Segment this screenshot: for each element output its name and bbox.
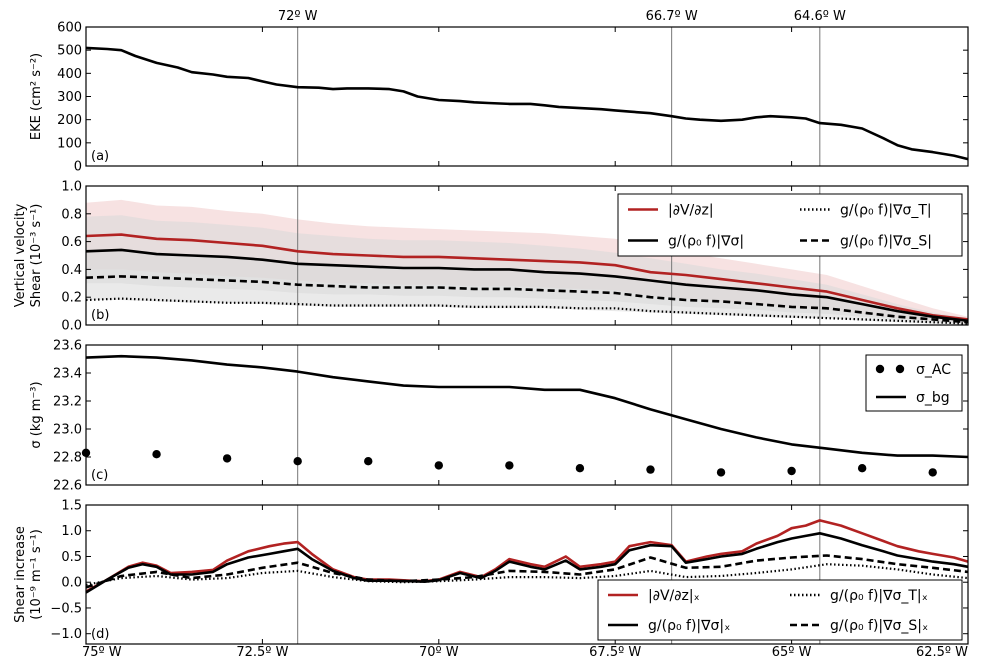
y-tick-label: 22.8 [53, 451, 82, 466]
y-tick-label: 23.2 [53, 395, 82, 410]
legend-box [617, 193, 963, 257]
y-tick-label: 0.0 [61, 319, 82, 334]
y-tick-label: −1.0 [50, 627, 82, 642]
panel-a: 0 100 200 300 400 500 600 (a) EKE (cm² s⁻²) [29, 21, 969, 175]
panel-label: (a) [91, 149, 109, 164]
top-tick-label: 64.6º W [794, 9, 846, 24]
y-axis-label: σ (kg m⁻³) [29, 381, 44, 448]
legend-entry: g/(ρ₀ f)|∇σ_S|ₓ [830, 618, 928, 634]
data-point [857, 464, 867, 473]
panel-label: (b) [91, 308, 109, 323]
y-tick-label: 1.0 [61, 180, 82, 195]
data-point [716, 468, 726, 477]
series-line [85, 233, 969, 321]
legend-entry: g/(ρ₀ f)|∇σ| [668, 234, 744, 250]
panel-d: −1.0 −0.5 0.0 0.5 1.0 1.5 (d) Shear increase (10… [13, 499, 969, 645]
panel-label: (d) [91, 627, 109, 642]
data-point [646, 465, 655, 474]
axes-frame [85, 26, 969, 167]
panel-b: 0.0 0.2 0.4 0.6 0.8 1.0 (b) Vertical velocity Sh… [13, 180, 969, 334]
data-point [575, 464, 585, 473]
legend-entry: |∂V/∂z| [668, 203, 714, 219]
panel-label: (c) [91, 468, 108, 483]
uncertainty-band [86, 251, 968, 325]
y-tick-label: 0.8 [61, 207, 82, 222]
y-axis-label: (10⁻⁹ m⁻¹ s⁻¹) [29, 529, 44, 620]
y-tick-label: 23.4 [53, 367, 82, 382]
series-line [85, 519, 969, 593]
legend-entry: g/(ρ₀ f)|∇σ_T|ₓ [830, 588, 928, 604]
data-point [434, 461, 443, 470]
top-tick-label: 72º W [278, 9, 318, 24]
legend-marker [875, 364, 885, 374]
y-tick-label: 600 [57, 21, 82, 36]
y-tick-label: 23.6 [53, 339, 82, 354]
legend-entry: σ_AC [916, 362, 951, 378]
panel-c: 22.6 22.8 23.0 23.2 23.4 23.6 (c) σ (kg m⁻³) σ_A… [29, 339, 969, 494]
data-point [364, 457, 373, 466]
series-line [85, 275, 969, 324]
x-tick-label: 67.5º W [589, 645, 641, 660]
x-tick-label: 70º W [419, 645, 459, 660]
x-tick-label: 72.5º W [236, 645, 288, 660]
series-line [85, 354, 969, 459]
axes-frame [85, 504, 969, 645]
series-line [85, 297, 969, 325]
data-point [928, 468, 937, 477]
y-tick-label: 0.5 [61, 550, 82, 565]
legend-entry: g/(ρ₀ f)|∇σ_S| [840, 234, 932, 250]
y-tick-label: −0.5 [50, 601, 82, 616]
x-tick-label: 62.5º W [916, 645, 968, 660]
legend-entry: σ_bg [916, 390, 950, 406]
axes-frame [85, 185, 969, 326]
legend-marker [895, 364, 905, 374]
x-tick-label: 65º W [772, 645, 812, 660]
series-line [85, 532, 969, 594]
y-tick-label: 0.2 [61, 291, 82, 306]
y-tick-label: 22.6 [53, 479, 82, 494]
y-tick-label: 500 [57, 44, 82, 59]
y-axis-label: Vertical velocity [13, 203, 28, 307]
data-point [293, 457, 302, 466]
y-axis-label: Shear increase [13, 526, 28, 623]
data-point [222, 454, 232, 463]
legend-entry: |∂V/∂z|ₓ [648, 588, 700, 604]
y-tick-label: 300 [57, 90, 82, 105]
data-point [152, 450, 161, 459]
y-tick-label: 23.0 [53, 423, 82, 438]
y-tick-label: 0.4 [61, 263, 82, 278]
legend-box [597, 579, 963, 641]
legend-entry: g/(ρ₀ f)|∇σ_T| [840, 203, 932, 219]
x-tick-label: 75º W [82, 645, 122, 660]
y-tick-label: 1.5 [61, 499, 82, 514]
legend-entry: g/(ρ₀ f)|∇σ|ₓ [648, 618, 730, 634]
y-axis-label: EKE (cm² s⁻²) [29, 53, 44, 140]
y-tick-label: 400 [57, 67, 82, 82]
y-tick-label: 0.0 [61, 576, 82, 591]
data-point [505, 461, 514, 470]
series-line [85, 248, 969, 323]
data-point [787, 466, 796, 476]
y-tick-label: 0 [74, 160, 82, 175]
series-line [85, 46, 969, 161]
series-line [85, 554, 969, 589]
y-tick-label: 1.0 [61, 524, 82, 539]
y-tick-label: 100 [57, 136, 82, 151]
y-axis-label: Shear (10⁻³ s⁻¹) [29, 204, 44, 308]
axes-frame [85, 344, 969, 486]
legend-box [865, 354, 963, 412]
y-tick-label: 200 [57, 113, 82, 128]
y-tick-label: 0.6 [61, 235, 82, 250]
top-tick-label: 66.7º W [646, 9, 698, 24]
